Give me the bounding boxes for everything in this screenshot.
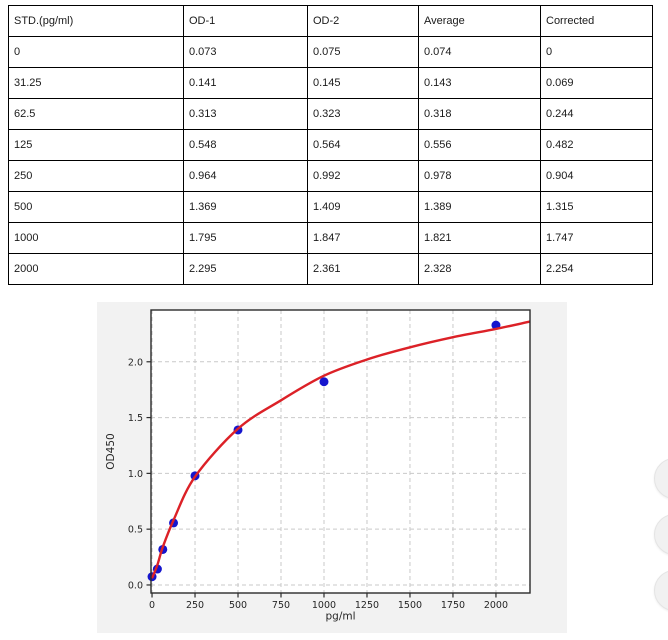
y-tick-label: 1.5	[128, 413, 143, 424]
table-cell: 0.978	[418, 160, 541, 192]
y-tick-label: 0.0	[128, 580, 143, 591]
axes-frame	[150, 309, 531, 594]
y-tick-label: 0.5	[128, 525, 143, 536]
table-cell: 2.328	[418, 253, 541, 285]
floating-button[interactable]	[654, 458, 668, 499]
table-cell: 0.548	[183, 129, 308, 161]
table-cell: 0.069	[540, 67, 653, 99]
table-cell: 0.074	[418, 36, 541, 68]
table-cell: 0.964	[183, 160, 308, 192]
data-point	[319, 377, 329, 387]
floating-button[interactable]	[654, 570, 668, 611]
table-cell: 0	[540, 36, 653, 68]
x-tick-label: 1250	[355, 600, 379, 611]
table-cell: 0.564	[307, 129, 419, 161]
table-cell: 0.075	[307, 36, 419, 68]
table-row: 500 1.369 1.409 1.389 1.315	[8, 191, 653, 223]
table-cell: 0.323	[307, 98, 419, 130]
column-header: Corrected	[540, 5, 653, 37]
table-cell: 0.073	[183, 36, 308, 68]
x-tick-label: 1000	[312, 600, 336, 611]
table-cell: 1.747	[540, 222, 653, 254]
table-cell: 1.409	[307, 191, 419, 223]
table-cell: 2000	[8, 253, 184, 285]
fit-curve	[150, 320, 531, 579]
table-row: 125 0.548 0.564 0.556 0.482	[8, 129, 653, 161]
standards-table: STD.(pg/ml) OD-1 OD-2 Average Corrected 0 0.0…	[8, 5, 653, 285]
x-tick-label: 1750	[441, 600, 465, 611]
table-cell: 2.295	[183, 253, 308, 285]
table-cell: 1.389	[418, 191, 541, 223]
table-cell: 62.5	[8, 98, 184, 130]
x-tick-label: 250	[186, 600, 204, 611]
floating-button[interactable]	[654, 514, 668, 555]
table-row: 0 0.073 0.075 0.074 0	[8, 36, 653, 68]
column-header: OD-1	[183, 5, 308, 37]
table-cell: 250	[8, 160, 184, 192]
table-cell: 2.361	[307, 253, 419, 285]
y-axis-label: OD450	[105, 433, 117, 469]
table-cell: 0.556	[418, 129, 541, 161]
x-tick-label: 750	[272, 600, 290, 611]
table-header-row: STD.(pg/ml) OD-1 OD-2 Average Corrected	[8, 5, 653, 37]
table-cell: 1000	[8, 222, 184, 254]
table-row: 2000 2.295 2.361 2.328 2.254	[8, 253, 653, 285]
table-cell: 1.821	[418, 222, 541, 254]
table-cell: 0.143	[418, 67, 541, 99]
table-row: 250 0.964 0.992 0.978 0.904	[8, 160, 653, 192]
table-cell: 0.313	[183, 98, 308, 130]
x-tick-label: 500	[229, 600, 247, 611]
x-axis-label: pg/ml	[325, 611, 355, 623]
table-row: 62.5 0.313 0.323 0.318 0.244	[8, 98, 653, 130]
x-tick-label: 0	[149, 600, 155, 611]
table-cell: 0.141	[183, 67, 308, 99]
column-header: OD-2	[307, 5, 419, 37]
column-header: Average	[418, 5, 541, 37]
table-cell: 1.315	[540, 191, 653, 223]
table-cell: 0.145	[307, 67, 419, 99]
x-tick-label: 1500	[398, 600, 422, 611]
table-cell: 2.254	[540, 253, 653, 285]
table-cell: 0.992	[307, 160, 419, 192]
table-cell: 31.25	[8, 67, 184, 99]
table-cell: 0.904	[540, 160, 653, 192]
table-cell: 0	[8, 36, 184, 68]
table-cell: 125	[8, 129, 184, 161]
x-tick-label: 2000	[484, 600, 508, 611]
table-row: 1000 1.795 1.847 1.821 1.747	[8, 222, 653, 254]
table-cell: 0.244	[540, 98, 653, 130]
table-cell: 1.795	[183, 222, 308, 254]
table-cell: 500	[8, 191, 184, 223]
standard-curve-figure: 0 250 500 750 1000 1250 1500 1750 2000 0.0 0.5 1.0 1…	[97, 302, 567, 633]
table-cell: 0.318	[418, 98, 541, 130]
y-tick-label: 2.0	[128, 357, 143, 368]
y-tick-label: 1.0	[128, 469, 143, 480]
table-cell: 1.847	[307, 222, 419, 254]
standard-curve-chart: 0 250 500 750 1000 1250 1500 1750 2000 0.0 0.5 1.0 1…	[105, 309, 531, 623]
table-row: 31.25 0.141 0.145 0.143 0.069	[8, 67, 653, 99]
column-header: STD.(pg/ml)	[8, 5, 184, 37]
table-cell: 1.369	[183, 191, 308, 223]
table-cell: 0.482	[540, 129, 653, 161]
plot-area	[151, 310, 530, 593]
